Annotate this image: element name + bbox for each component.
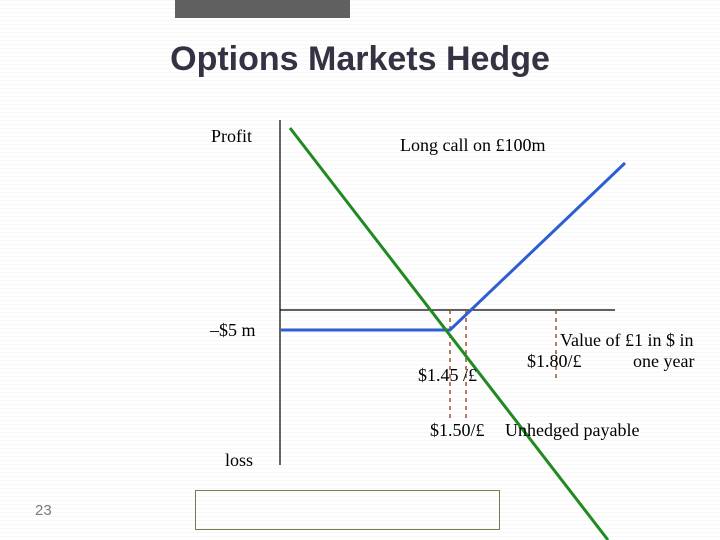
y-axis-label-profit: Profit [211, 126, 252, 147]
series-label-longcall: Long call on £100m [400, 135, 545, 156]
x-tick-180: $1.80/£ [527, 351, 582, 372]
payoff-chart [0, 0, 720, 540]
annotation-150: $1.50/£ [430, 420, 485, 441]
page-number: 23 [35, 502, 52, 519]
x-tick-145: $1.45 /£ [418, 365, 477, 386]
y-axis-label-minus5m: –$5 m [210, 320, 256, 341]
x-axis-label-line2: one year [633, 351, 694, 372]
y-axis-label-loss: loss [225, 450, 253, 471]
annotation-text: Unhedged payable [505, 420, 639, 441]
series-long-call [281, 163, 625, 330]
x-axis-label-line1: Value of £1 in $ in [560, 330, 693, 351]
